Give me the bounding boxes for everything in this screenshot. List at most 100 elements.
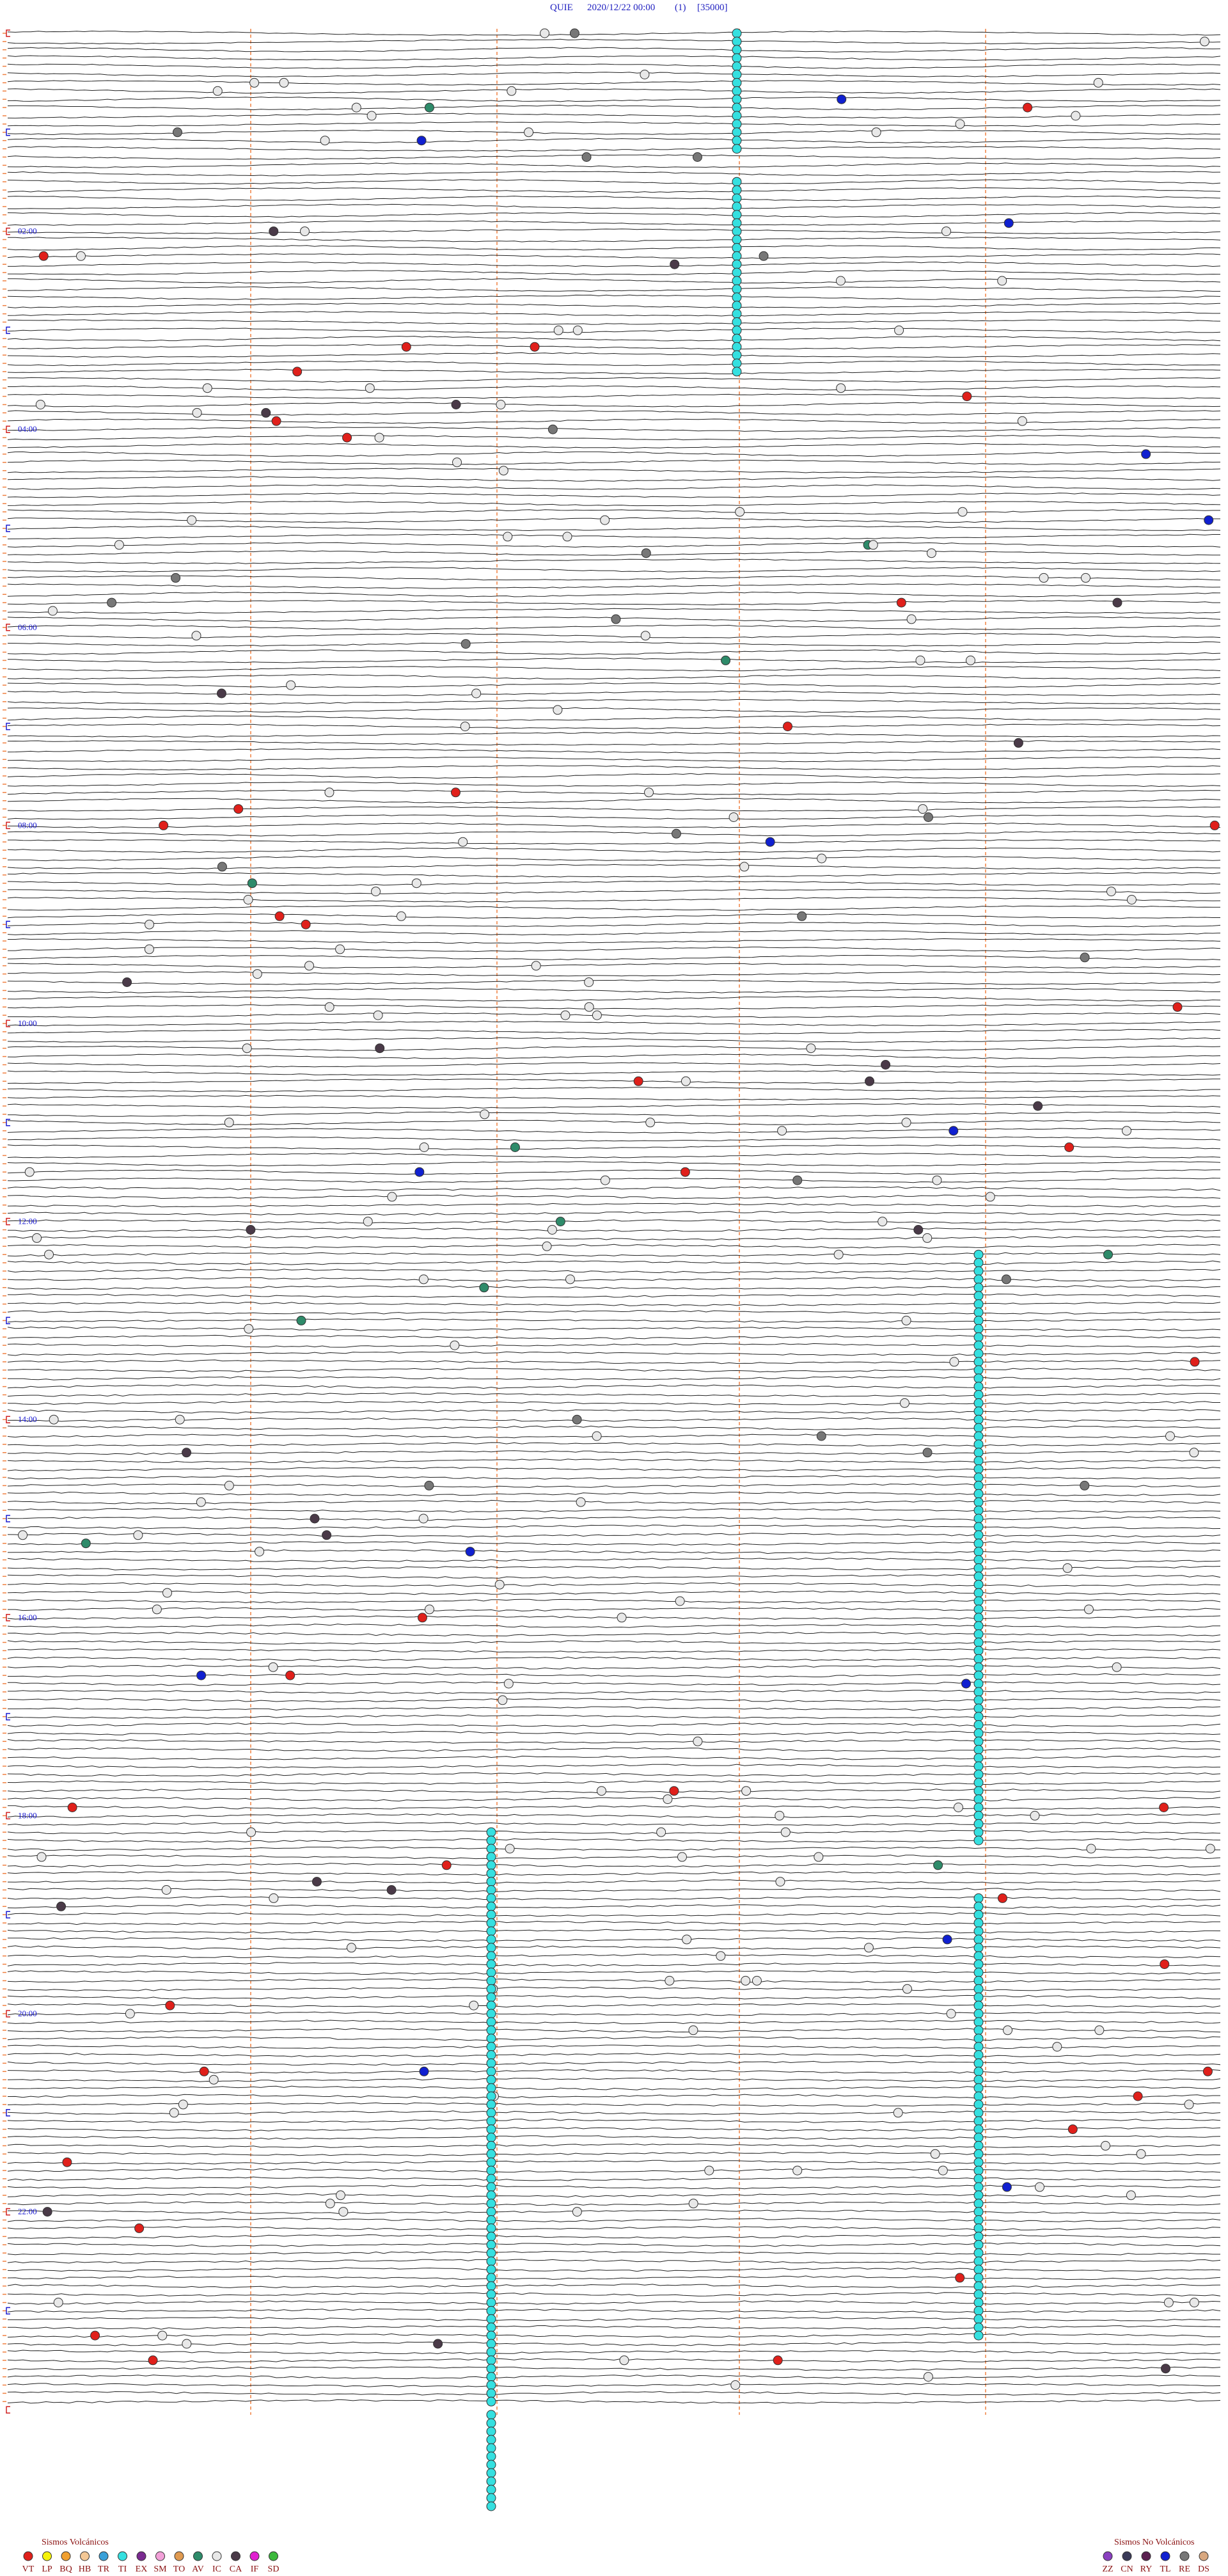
time-label: 20:00: [18, 2009, 37, 2018]
event-marker: [973, 1489, 984, 1499]
event-marker: [675, 1596, 685, 1606]
event-marker: [973, 1258, 984, 1268]
trace: [7, 954, 1221, 961]
trace: [7, 1144, 1221, 1150]
trace: [7, 154, 1221, 160]
event-marker: [417, 1613, 427, 1623]
event-marker: [611, 614, 621, 624]
trace: [7, 1351, 1221, 1356]
trace: [7, 1755, 1221, 1760]
event-marker: [973, 1893, 984, 1903]
event-marker: [261, 407, 271, 418]
event-marker: [553, 705, 563, 715]
event-marker: [600, 1175, 610, 1185]
event-marker: [182, 2339, 192, 2349]
event-marker: [243, 895, 253, 905]
event-marker: [301, 919, 311, 929]
event-marker: [732, 70, 742, 79]
event-marker: [973, 2281, 984, 2291]
trace: [7, 2350, 1221, 2355]
event-marker: [486, 2396, 496, 2406]
event-marker: [1126, 895, 1137, 905]
event-marker: [1062, 1563, 1073, 1573]
trace: [7, 1178, 1221, 1183]
trace: [7, 1079, 1221, 1084]
event-marker: [973, 1365, 984, 1375]
trace: [7, 443, 1221, 449]
event-marker: [572, 1414, 582, 1425]
event-marker: [486, 2149, 496, 2159]
event-marker: [973, 1736, 984, 1746]
event-marker: [973, 1431, 984, 1441]
event-marker: [704, 2165, 714, 2176]
trace: [7, 1780, 1221, 1785]
event-marker: [486, 2476, 496, 2486]
trace: [8, 839, 1221, 845]
trace: [7, 1029, 1221, 1034]
event-marker: [486, 2133, 496, 2142]
event-marker: [217, 862, 227, 872]
event-marker: [486, 2314, 496, 2324]
event-marker: [365, 383, 375, 393]
event-marker: [973, 1909, 984, 1920]
legend-marker: [136, 2551, 146, 2561]
event-marker: [486, 2443, 496, 2453]
event-marker: [973, 1835, 984, 1845]
event-marker: [973, 2207, 984, 2217]
trace: [7, 2341, 1220, 2346]
trace: [7, 63, 1221, 69]
event-marker: [242, 1043, 252, 1054]
legend-label: IC: [212, 2564, 221, 2574]
event-marker: [486, 2140, 496, 2151]
event-marker: [617, 1613, 627, 1623]
trace: [7, 1153, 1221, 1158]
event-marker: [1094, 2025, 1105, 2035]
trace: [7, 723, 1221, 729]
event-marker: [271, 416, 281, 426]
event-marker: [732, 350, 742, 360]
event-marker: [656, 1827, 666, 1837]
event-marker: [973, 2190, 984, 2201]
event-marker: [732, 119, 742, 129]
trace: [7, 1764, 1221, 1769]
event-marker: [732, 358, 742, 368]
event-marker: [1071, 111, 1081, 121]
event-marker: [1106, 887, 1116, 897]
event-marker: [486, 2364, 496, 2374]
event-marker: [1001, 1274, 1011, 1284]
event-marker: [973, 1398, 984, 1408]
event-marker: [732, 185, 742, 195]
trace: [7, 286, 1220, 292]
legend-marker: [1141, 2551, 1151, 2561]
event-marker: [732, 235, 742, 244]
hour-mark: [6, 1515, 10, 1522]
event-marker: [1030, 1810, 1040, 1821]
event-marker: [938, 2165, 948, 2176]
event-marker: [973, 2231, 984, 2241]
trace: [7, 1648, 1221, 1653]
trace: [7, 756, 1221, 763]
event-marker: [56, 1901, 67, 1911]
event-marker: [973, 1679, 984, 1689]
event-marker: [973, 2298, 984, 2307]
event-marker: [1052, 2042, 1062, 2052]
event-marker: [640, 631, 650, 641]
trace: [7, 501, 1221, 507]
event-marker: [973, 2322, 984, 2332]
event-marker: [460, 639, 471, 649]
trace: [7, 1879, 1221, 1885]
event-marker: [1163, 2298, 1174, 2307]
trace: [7, 104, 1221, 111]
event-marker: [906, 614, 917, 624]
trace: [7, 2325, 1221, 2330]
event-marker: [572, 325, 583, 335]
event-marker: [670, 259, 680, 269]
event-marker: [730, 2380, 741, 2390]
event-marker: [1160, 1959, 1170, 1970]
trace: [7, 1904, 1221, 1909]
trace: [7, 2201, 1221, 2206]
trace: [8, 1805, 1221, 1810]
event-marker: [465, 1547, 475, 1557]
legend-title: Sismos Volcánicos: [42, 2538, 109, 2547]
event-marker: [1039, 573, 1049, 583]
